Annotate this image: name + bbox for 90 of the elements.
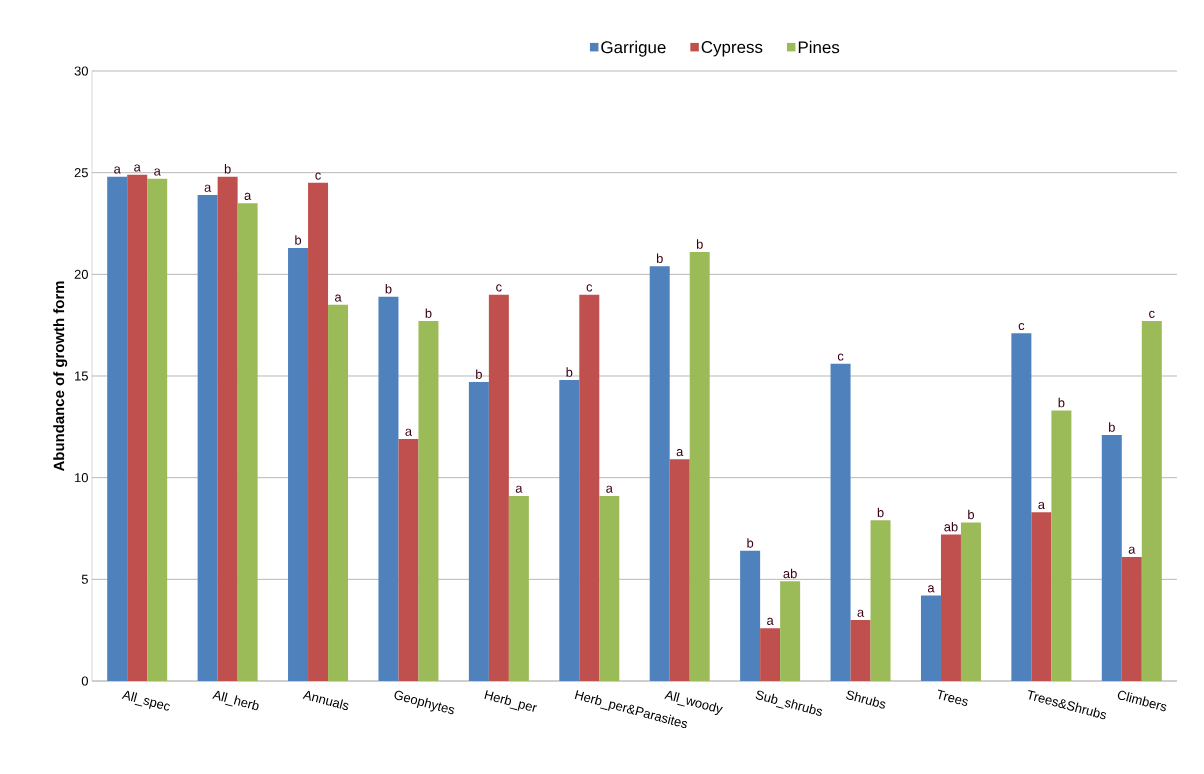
data-label: b bbox=[1109, 422, 1115, 432]
y-tick-label: 0 bbox=[81, 676, 88, 686]
y-tick-label: 5 bbox=[81, 574, 88, 584]
y-axis-title: Abundance of growth form bbox=[53, 281, 68, 472]
bar bbox=[288, 247, 309, 681]
bar bbox=[1011, 333, 1032, 681]
bar bbox=[960, 522, 981, 681]
x-tick-label: All_herb bbox=[212, 690, 259, 711]
legend-label: Garrigue bbox=[601, 40, 666, 57]
data-label: b bbox=[656, 253, 663, 263]
data-label: b bbox=[1058, 397, 1065, 408]
bar bbox=[488, 294, 509, 681]
bar bbox=[669, 459, 690, 681]
data-label: b bbox=[425, 308, 432, 318]
bar bbox=[940, 534, 961, 681]
bar bbox=[740, 550, 761, 681]
x-tick-label: Shrubs bbox=[846, 690, 886, 709]
bar bbox=[1121, 556, 1142, 681]
y-tick-label: 20 bbox=[74, 269, 88, 279]
bar bbox=[760, 628, 781, 681]
bar bbox=[418, 321, 439, 681]
bar bbox=[559, 380, 580, 681]
data-label: ab bbox=[783, 568, 797, 579]
data-label: a bbox=[606, 485, 613, 493]
legend-label: Pines bbox=[798, 40, 840, 54]
data-label: b bbox=[877, 507, 884, 518]
data-label: b bbox=[224, 164, 231, 174]
bar bbox=[599, 495, 620, 681]
bar bbox=[920, 595, 941, 681]
bar bbox=[689, 251, 710, 681]
data-label: a bbox=[857, 609, 865, 617]
x-tick-label: Herb_per bbox=[484, 690, 538, 712]
bar bbox=[217, 176, 238, 681]
x-tick-label: Trees bbox=[937, 689, 968, 706]
data-label: a bbox=[204, 184, 212, 192]
bar bbox=[1051, 410, 1072, 681]
bar bbox=[579, 294, 600, 681]
x-tick-label: All_spec bbox=[121, 690, 170, 711]
data-label: b bbox=[295, 235, 302, 245]
bar bbox=[107, 176, 128, 681]
bar bbox=[197, 195, 218, 681]
data-label: a bbox=[134, 164, 141, 172]
x-tick-label: Annuals bbox=[302, 690, 349, 711]
bar bbox=[237, 203, 258, 681]
data-label: b bbox=[747, 538, 754, 548]
data-label: a bbox=[1038, 501, 1045, 510]
data-label: c bbox=[586, 284, 593, 292]
bar bbox=[508, 495, 529, 681]
bar bbox=[147, 178, 168, 681]
bar bbox=[1141, 321, 1162, 681]
data-label: c bbox=[1149, 310, 1155, 318]
data-label: a bbox=[405, 428, 413, 436]
data-label: b bbox=[968, 509, 975, 520]
data-label: a bbox=[154, 168, 161, 176]
bar bbox=[1101, 434, 1122, 681]
bar bbox=[850, 620, 871, 681]
bar bbox=[328, 304, 349, 681]
bar bbox=[308, 182, 329, 681]
y-tick-label: 25 bbox=[74, 168, 88, 178]
data-label: b bbox=[696, 239, 703, 249]
data-label: a bbox=[515, 485, 523, 493]
data-label: a bbox=[767, 617, 774, 625]
data-label: c bbox=[1018, 323, 1025, 331]
data-label: c bbox=[315, 172, 321, 180]
data-label: a bbox=[676, 449, 684, 457]
data-label: a bbox=[114, 166, 121, 174]
data-label: a bbox=[1128, 546, 1136, 554]
data-label: b bbox=[566, 367, 573, 377]
bar bbox=[378, 296, 399, 681]
data-label: c bbox=[837, 353, 844, 361]
y-tick-label: 15 bbox=[75, 371, 88, 381]
bar bbox=[780, 581, 801, 681]
data-label: a bbox=[927, 585, 935, 593]
data-label: a bbox=[244, 192, 252, 200]
data-label: b bbox=[476, 369, 482, 379]
data-label: ab bbox=[944, 521, 958, 532]
y-tick-label: 10 bbox=[75, 473, 88, 483]
bar bbox=[398, 439, 419, 681]
data-label: a bbox=[334, 294, 342, 302]
bar bbox=[649, 266, 670, 681]
x-tick-label: Climbers bbox=[1117, 690, 1167, 712]
bar bbox=[127, 174, 148, 681]
legend-label: Cypress bbox=[701, 41, 763, 57]
bar bbox=[1031, 512, 1052, 681]
bar bbox=[468, 382, 489, 681]
data-label: b bbox=[385, 283, 392, 294]
bar bbox=[830, 363, 851, 681]
data-label: c bbox=[496, 284, 502, 292]
bar bbox=[870, 520, 891, 681]
y-tick-label: 30 bbox=[74, 66, 88, 76]
